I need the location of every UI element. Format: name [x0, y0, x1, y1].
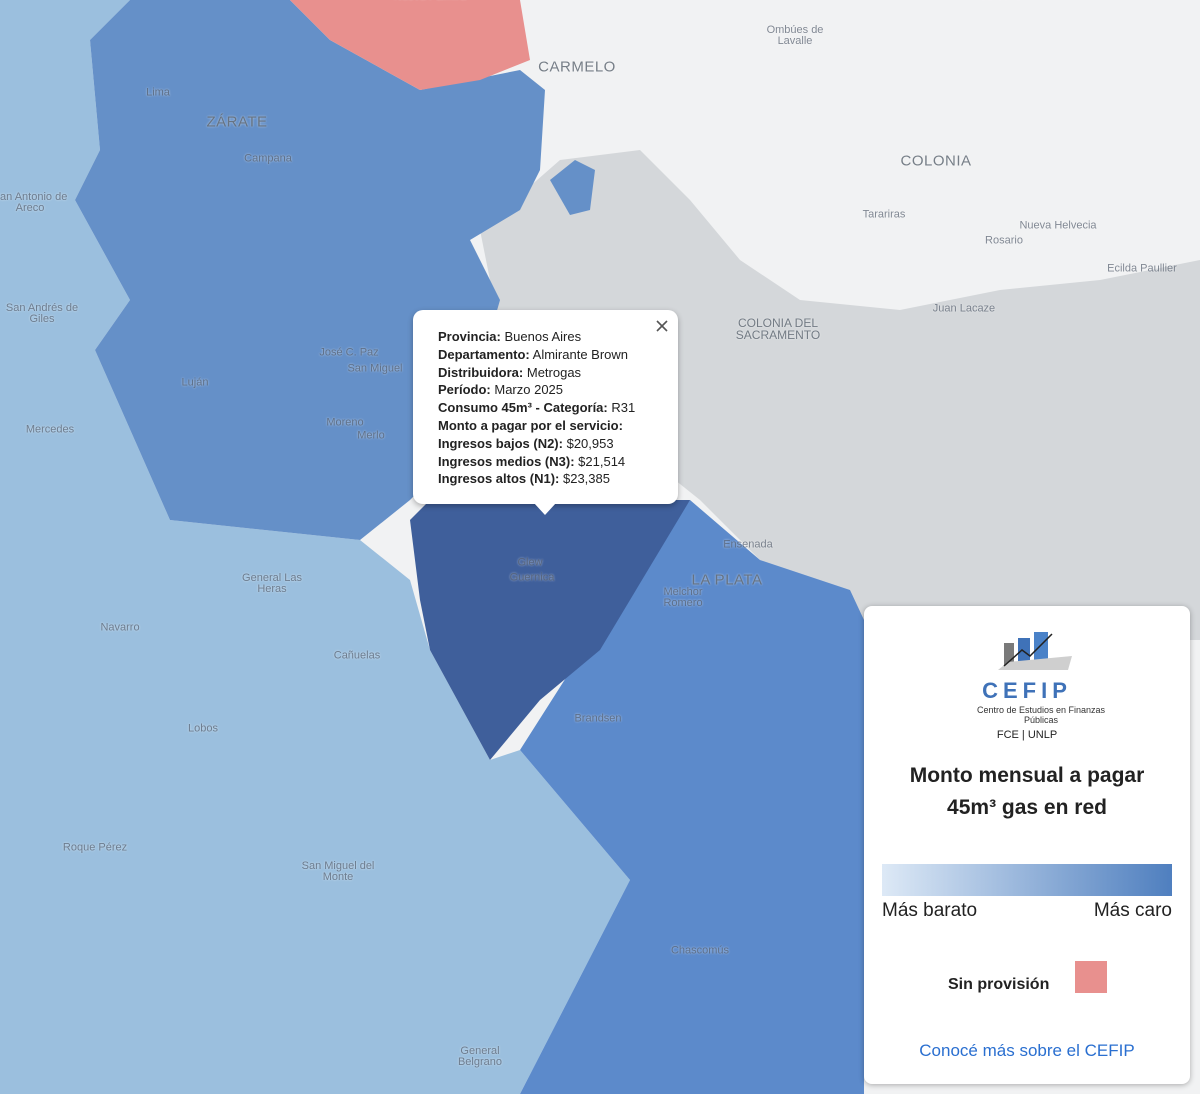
- place-label: Navarro: [100, 621, 140, 634]
- place-label: San Miguel del Monte: [301, 860, 375, 883]
- scale-low: Más barato: [882, 900, 978, 921]
- place-label: Merlo: [357, 429, 385, 442]
- legend: CEFIP Centro de Estudios en Finanzas Púb…: [864, 606, 1190, 1084]
- place-label: Lobos: [188, 722, 218, 735]
- place-label: Moreno: [326, 416, 364, 429]
- place-label: General Belgrano: [457, 1045, 503, 1068]
- row-value: $20,953: [566, 435, 614, 451]
- logo-name: CEFIP: [982, 678, 1072, 703]
- popup-row: Período: Marzo 2025: [438, 381, 668, 399]
- popup: Provincia: Buenos Aires Departamento: Alm…: [413, 310, 678, 504]
- row-label: Provincia:: [438, 329, 501, 344]
- row-value: Marzo 2025: [494, 382, 564, 398]
- place-label: Juan Lacaze: [932, 302, 996, 315]
- row-value: Almirante Brown: [532, 346, 629, 362]
- place-label: ZÁRATE: [206, 113, 268, 131]
- place-label: Ensenada: [723, 538, 773, 551]
- logo-org: FCE | UNLP: [996, 729, 1058, 741]
- place-label: Ecilda Paullier: [1107, 262, 1177, 275]
- row-value: $23,385: [562, 471, 610, 487]
- color-scale: [882, 864, 1172, 896]
- popup-row: Consumo 45m³ - Categoría: R31: [438, 399, 668, 417]
- place-label: Glew: [517, 556, 543, 569]
- island: [550, 160, 595, 215]
- place-label: San Miguel: [347, 362, 403, 375]
- region-light: [0, 0, 630, 1094]
- cefip-link[interactable]: Conocé más sobre el CEFIP: [919, 1041, 1135, 1060]
- place-label: LA PLATA: [691, 571, 763, 589]
- place-label: Ombúes de Lavalle: [766, 24, 824, 47]
- place-label: CARMELO: [538, 58, 616, 76]
- place-label: Mercedes: [25, 423, 75, 436]
- row-value: Metrogas: [526, 364, 582, 380]
- popup-row: Ingresos altos (N1): $23,385: [438, 470, 668, 488]
- place-label: General Las Heras: [242, 572, 302, 595]
- place-label: Campana: [244, 152, 292, 165]
- place-label: COLONIA: [900, 152, 972, 170]
- popup-row: Departamento: Almirante Brown: [438, 346, 668, 364]
- row-label: Distribuidora:: [438, 364, 524, 380]
- row-value: R31: [611, 400, 636, 416]
- popup-row: Provincia: Buenos Aires: [438, 328, 668, 346]
- place-label: José C. Paz: [319, 346, 379, 359]
- place-label: Brandsen: [574, 712, 622, 725]
- place-label: Tarariras: [862, 208, 906, 221]
- place-label: San Antonio de Areco: [0, 191, 68, 214]
- place-label: Guernica: [509, 571, 555, 584]
- row-value: Buenos Aires: [504, 329, 582, 344]
- logo-icon: [998, 632, 1072, 670]
- no-provision-swatch: [1075, 961, 1107, 993]
- place-label: Nueva Palmira: [370, 0, 490, 3]
- place-label: COLONIA DEL SACRAMENTO: [735, 316, 821, 342]
- popup-row: Monto a pagar por el servicio:: [438, 417, 668, 435]
- popup-row: Ingresos bajos (N2): $20,953: [438, 435, 668, 453]
- region-south: [520, 500, 864, 1094]
- close-button[interactable]: [656, 320, 668, 332]
- row-label: Ingresos bajos (N2):: [438, 435, 563, 451]
- no-provision-label: Sin provisión: [948, 976, 1050, 993]
- no-provision-region: [290, 0, 530, 90]
- row-label: Ingresos medios (N3):: [438, 453, 575, 469]
- popup-arrow: [534, 503, 556, 515]
- place-label: Rosario: [985, 234, 1023, 247]
- row-value: $21,514: [578, 453, 626, 469]
- place-label: Cardona: [960, 0, 1040, 3]
- selected-region: [410, 500, 690, 760]
- logo-subtitle: Centro de Estudios en Finanzas Públicas: [976, 705, 1106, 725]
- river: [480, 150, 1200, 640]
- row-label: Período:: [438, 382, 491, 398]
- row-label: Departamento:: [438, 346, 530, 362]
- place-label: Luján: [181, 376, 209, 389]
- row-label: Monto a pagar por el servicio:: [438, 417, 623, 433]
- popup-row: Ingresos medios (N3): $21,514: [438, 453, 668, 471]
- place-label: Nueva Helvecia: [1019, 219, 1097, 232]
- popup-row: Distribuidora: Metrogas: [438, 364, 668, 382]
- place-label: Roque Pérez: [62, 841, 128, 854]
- popup-rows: Provincia: Buenos Aires Departamento: Alm…: [438, 328, 668, 488]
- place-label: Melchor Romero: [663, 586, 703, 609]
- place-label: Cañuelas: [333, 649, 381, 662]
- row-label: Ingresos altos (N1):: [438, 471, 560, 487]
- place-label: San Andrés de Giles: [5, 302, 79, 325]
- scale-high: Más caro: [1093, 900, 1172, 921]
- row-label: Consumo 45m³ - Categoría:: [438, 400, 608, 416]
- place-label: Chascomús: [670, 944, 730, 957]
- place-label: Lima: [146, 86, 170, 99]
- legend-title: Monto mensual a pagar 45m³ gas en red: [909, 764, 1145, 819]
